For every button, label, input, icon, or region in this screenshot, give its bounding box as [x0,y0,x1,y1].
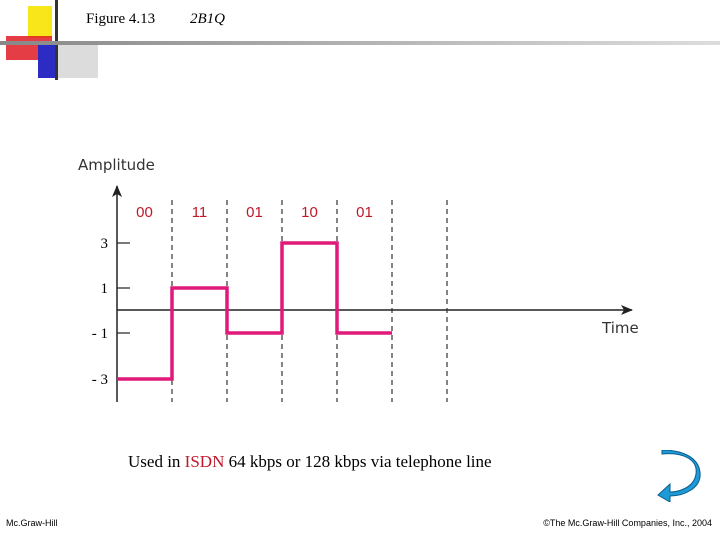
signal-waveform [117,241,392,381]
deco-vertical-line [55,0,58,80]
caption-highlight: ISDN [184,452,225,471]
footer-publisher: Mc.Graw-Hill [6,518,58,528]
figure-title: 2B1Q [190,11,225,27]
deco-blue-block [38,44,56,78]
return-arrow-icon[interactable] [656,450,702,502]
bit-pair-label: 11 [192,204,208,221]
bit-pair-label: 00 [136,204,153,221]
level-label: 1 [101,281,109,297]
bit-pair-label: 01 [356,204,373,221]
level-label: - 1 [92,326,108,342]
bit-pair-label: 01 [246,204,263,221]
caption: Used in ISDN 64 kbps or 128 kbps via tel… [128,452,492,472]
footer-copyright: ©The Mc.Graw-Hill Companies, Inc., 2004 [543,518,712,528]
level-label: - 3 [92,372,108,388]
figure-number: Figure 4.13 [86,11,156,27]
deco-gray-block [58,44,98,78]
bit-pair-label: 10 [301,204,318,221]
level-label: 3 [101,236,109,252]
caption-suffix: 64 kbps or 128 kbps via telephone line [224,452,492,471]
x-axis-label: Time [601,319,639,337]
deco-horizontal-line [0,41,720,45]
caption-prefix: Used in [128,452,185,471]
deco-yellow-block [28,6,52,38]
y-axis-label: Amplitude [78,156,155,174]
